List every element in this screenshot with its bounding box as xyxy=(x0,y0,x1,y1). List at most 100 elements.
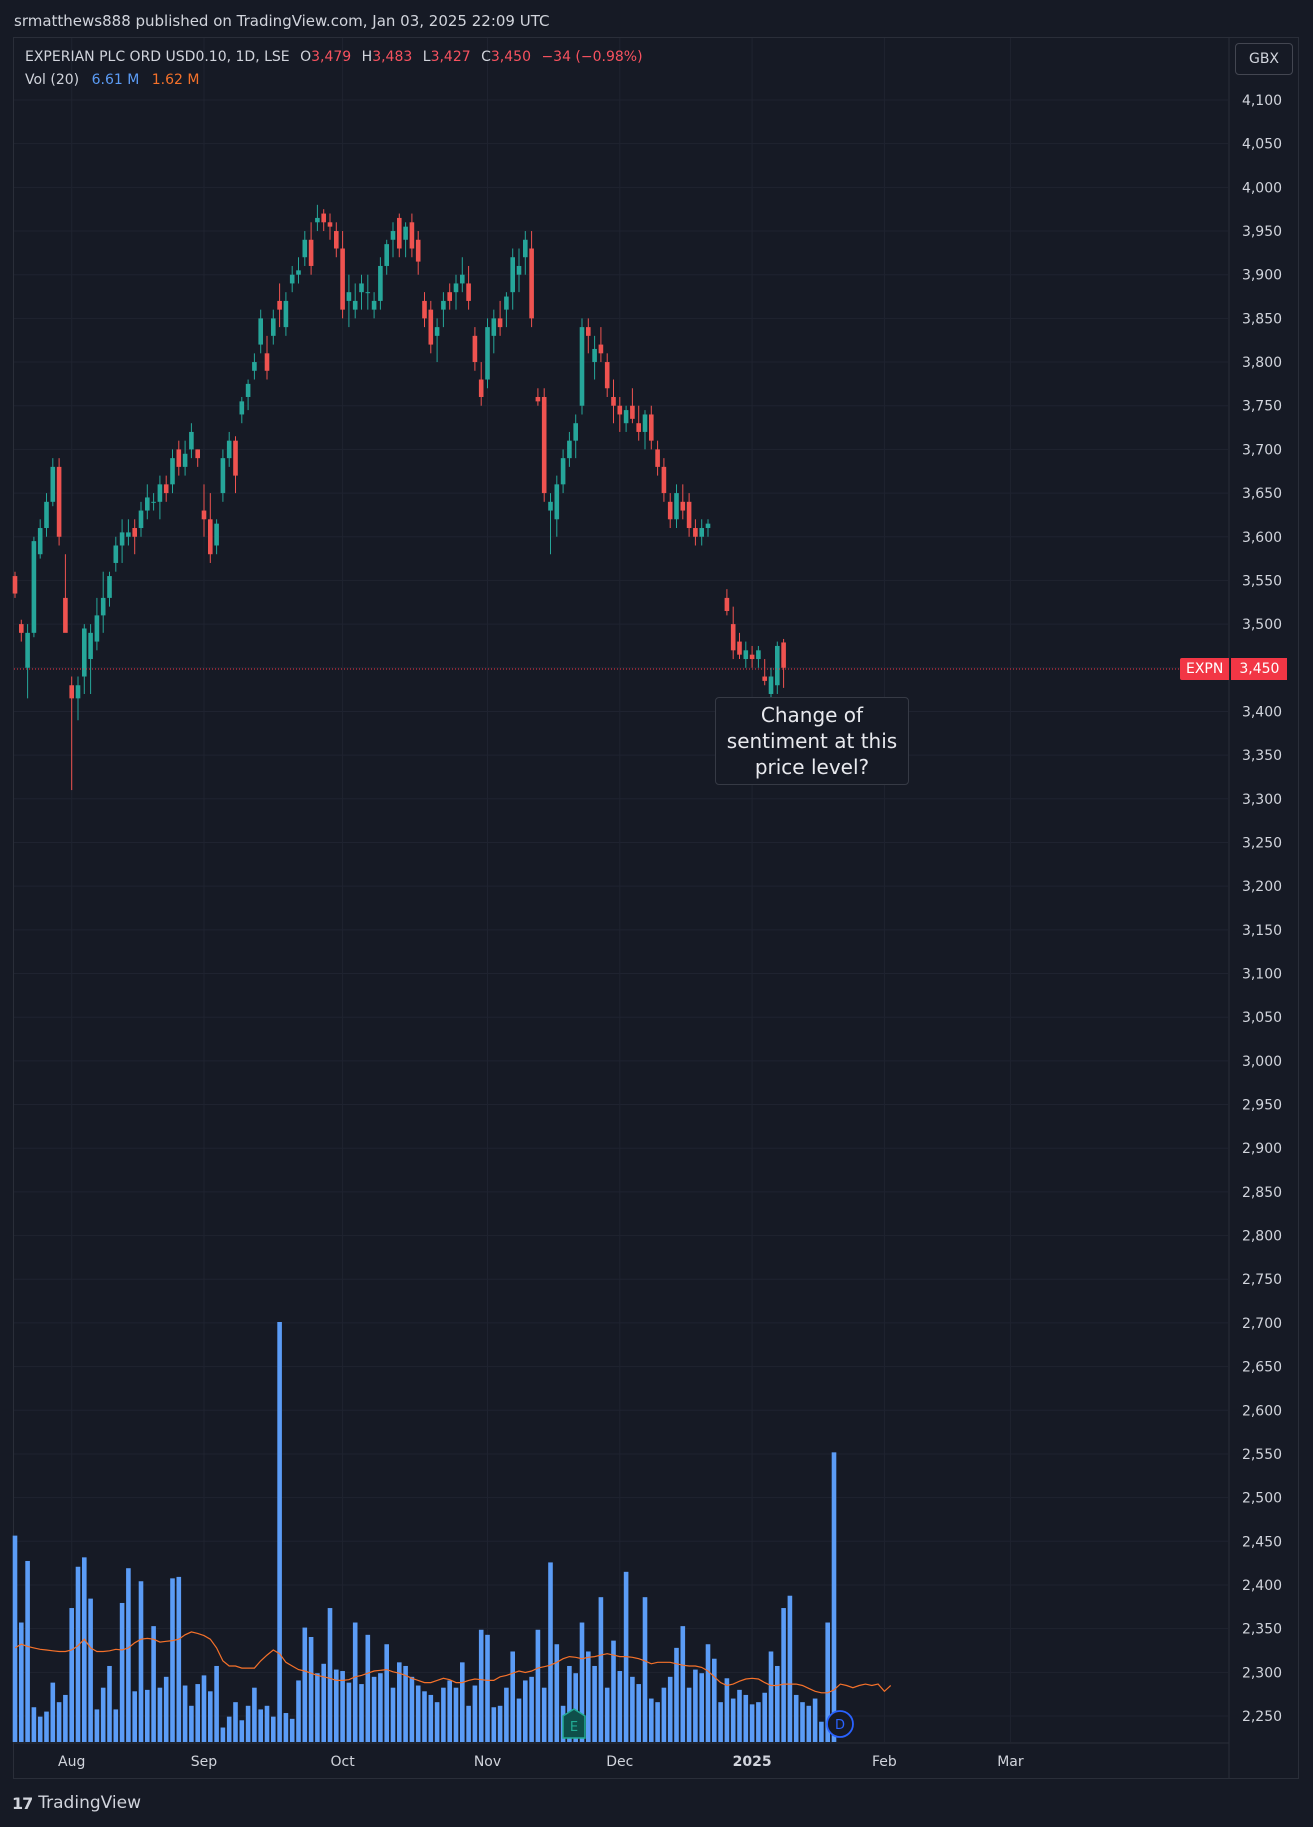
candle xyxy=(107,571,112,607)
volume-bar xyxy=(334,1669,339,1742)
volume-bar xyxy=(88,1598,93,1742)
candle xyxy=(176,440,182,476)
volume-bar xyxy=(630,1676,635,1742)
earnings-marker[interactable]: E xyxy=(562,1708,586,1739)
candle xyxy=(31,536,37,638)
volume-bar xyxy=(812,1698,818,1742)
volume-bar xyxy=(390,1687,396,1742)
volume-bar xyxy=(686,1687,692,1742)
volume-bar xyxy=(548,1562,553,1742)
candle xyxy=(535,388,541,406)
price-tick-label: 2,550 xyxy=(1242,1447,1282,1463)
volume-bar xyxy=(163,1676,169,1742)
volume-bar xyxy=(245,1705,251,1742)
volume-bar xyxy=(718,1702,723,1742)
candle xyxy=(397,213,402,258)
volume-bar xyxy=(195,1684,200,1742)
candle xyxy=(321,209,326,232)
candle xyxy=(69,676,74,791)
price-tick-label: 3,350 xyxy=(1242,748,1282,764)
price-tick-label: 3,150 xyxy=(1242,923,1282,939)
volume-bar xyxy=(31,1707,37,1742)
candle xyxy=(50,458,56,507)
candle xyxy=(460,257,465,293)
candle xyxy=(497,300,503,336)
volume-bar xyxy=(359,1684,364,1742)
volume-bar xyxy=(69,1608,74,1742)
volume-bar xyxy=(182,1685,188,1742)
candle xyxy=(19,619,24,642)
dividend-marker[interactable]: D xyxy=(826,1710,854,1738)
annotation-callout[interactable]: Change of sentiment at this price level? xyxy=(715,697,909,785)
candle xyxy=(573,414,578,459)
volume-bar xyxy=(296,1680,301,1742)
volume-bar xyxy=(384,1644,389,1742)
volume-bar xyxy=(397,1662,402,1742)
volume-bar xyxy=(516,1698,522,1742)
volume-bar xyxy=(365,1634,371,1742)
candle xyxy=(730,606,736,660)
volume-bar xyxy=(592,1665,597,1742)
volume-bar xyxy=(819,1721,824,1742)
candle xyxy=(579,318,585,415)
volume-bar xyxy=(409,1676,415,1742)
price-tick-label: 3,500 xyxy=(1242,617,1282,633)
volume-bar xyxy=(749,1704,755,1742)
price-tick-label: 2,700 xyxy=(1242,1316,1282,1332)
volume-bar xyxy=(800,1702,805,1742)
volume-bar xyxy=(775,1665,780,1742)
price-tick-label: 3,700 xyxy=(1242,442,1282,458)
candle xyxy=(226,431,232,467)
chart-frame[interactable] xyxy=(13,37,1299,1779)
candle xyxy=(378,257,383,310)
candle xyxy=(762,659,767,686)
candle xyxy=(485,318,490,389)
price-tick-label: 3,250 xyxy=(1242,835,1282,851)
volume-bar xyxy=(12,1535,18,1742)
volume-bar xyxy=(151,1626,156,1742)
volume-bar xyxy=(283,1713,289,1742)
candle xyxy=(277,283,282,328)
volume-bar xyxy=(434,1702,440,1742)
candle xyxy=(126,519,131,546)
open-value: 3,479 xyxy=(311,49,352,65)
candle xyxy=(523,231,528,275)
footer-branding[interactable]: 17 TradingView xyxy=(12,1790,141,1816)
volume-ma-line xyxy=(14,1631,892,1694)
candle xyxy=(233,436,238,494)
price-tick-label: 3,900 xyxy=(1242,268,1282,284)
candle xyxy=(88,624,93,694)
candle xyxy=(428,300,434,354)
volume-bar xyxy=(327,1608,333,1742)
volume-bar xyxy=(485,1634,490,1742)
candle xyxy=(100,571,106,633)
candle xyxy=(749,645,755,668)
candle xyxy=(151,493,156,511)
volume-bar xyxy=(674,1647,679,1742)
candle xyxy=(775,641,780,694)
price-tick-label: 2,900 xyxy=(1242,1141,1282,1157)
candle xyxy=(315,204,320,232)
price-tick-label: 2,850 xyxy=(1242,1185,1282,1201)
candle xyxy=(623,405,629,432)
candle xyxy=(352,283,358,319)
candle xyxy=(302,231,308,266)
candle xyxy=(409,213,415,258)
price-tick-label: 3,300 xyxy=(1242,792,1282,808)
time-tick-label: Sep xyxy=(191,1754,218,1770)
candle xyxy=(365,274,371,310)
volume-bar xyxy=(126,1568,131,1742)
publisher-text: srmatthews888 published on TradingView.c… xyxy=(14,12,550,30)
candle xyxy=(271,309,276,345)
candle xyxy=(724,589,730,616)
volume-bar xyxy=(793,1694,799,1742)
volume-bar xyxy=(352,1622,358,1742)
time-tick-label: Oct xyxy=(330,1754,355,1770)
candle xyxy=(56,458,62,546)
candle xyxy=(157,475,163,520)
currency-button[interactable]: GBX xyxy=(1235,43,1293,75)
candle xyxy=(37,519,43,559)
price-tick-label: 2,400 xyxy=(1242,1578,1282,1594)
price-tick-label: 2,300 xyxy=(1242,1665,1282,1681)
